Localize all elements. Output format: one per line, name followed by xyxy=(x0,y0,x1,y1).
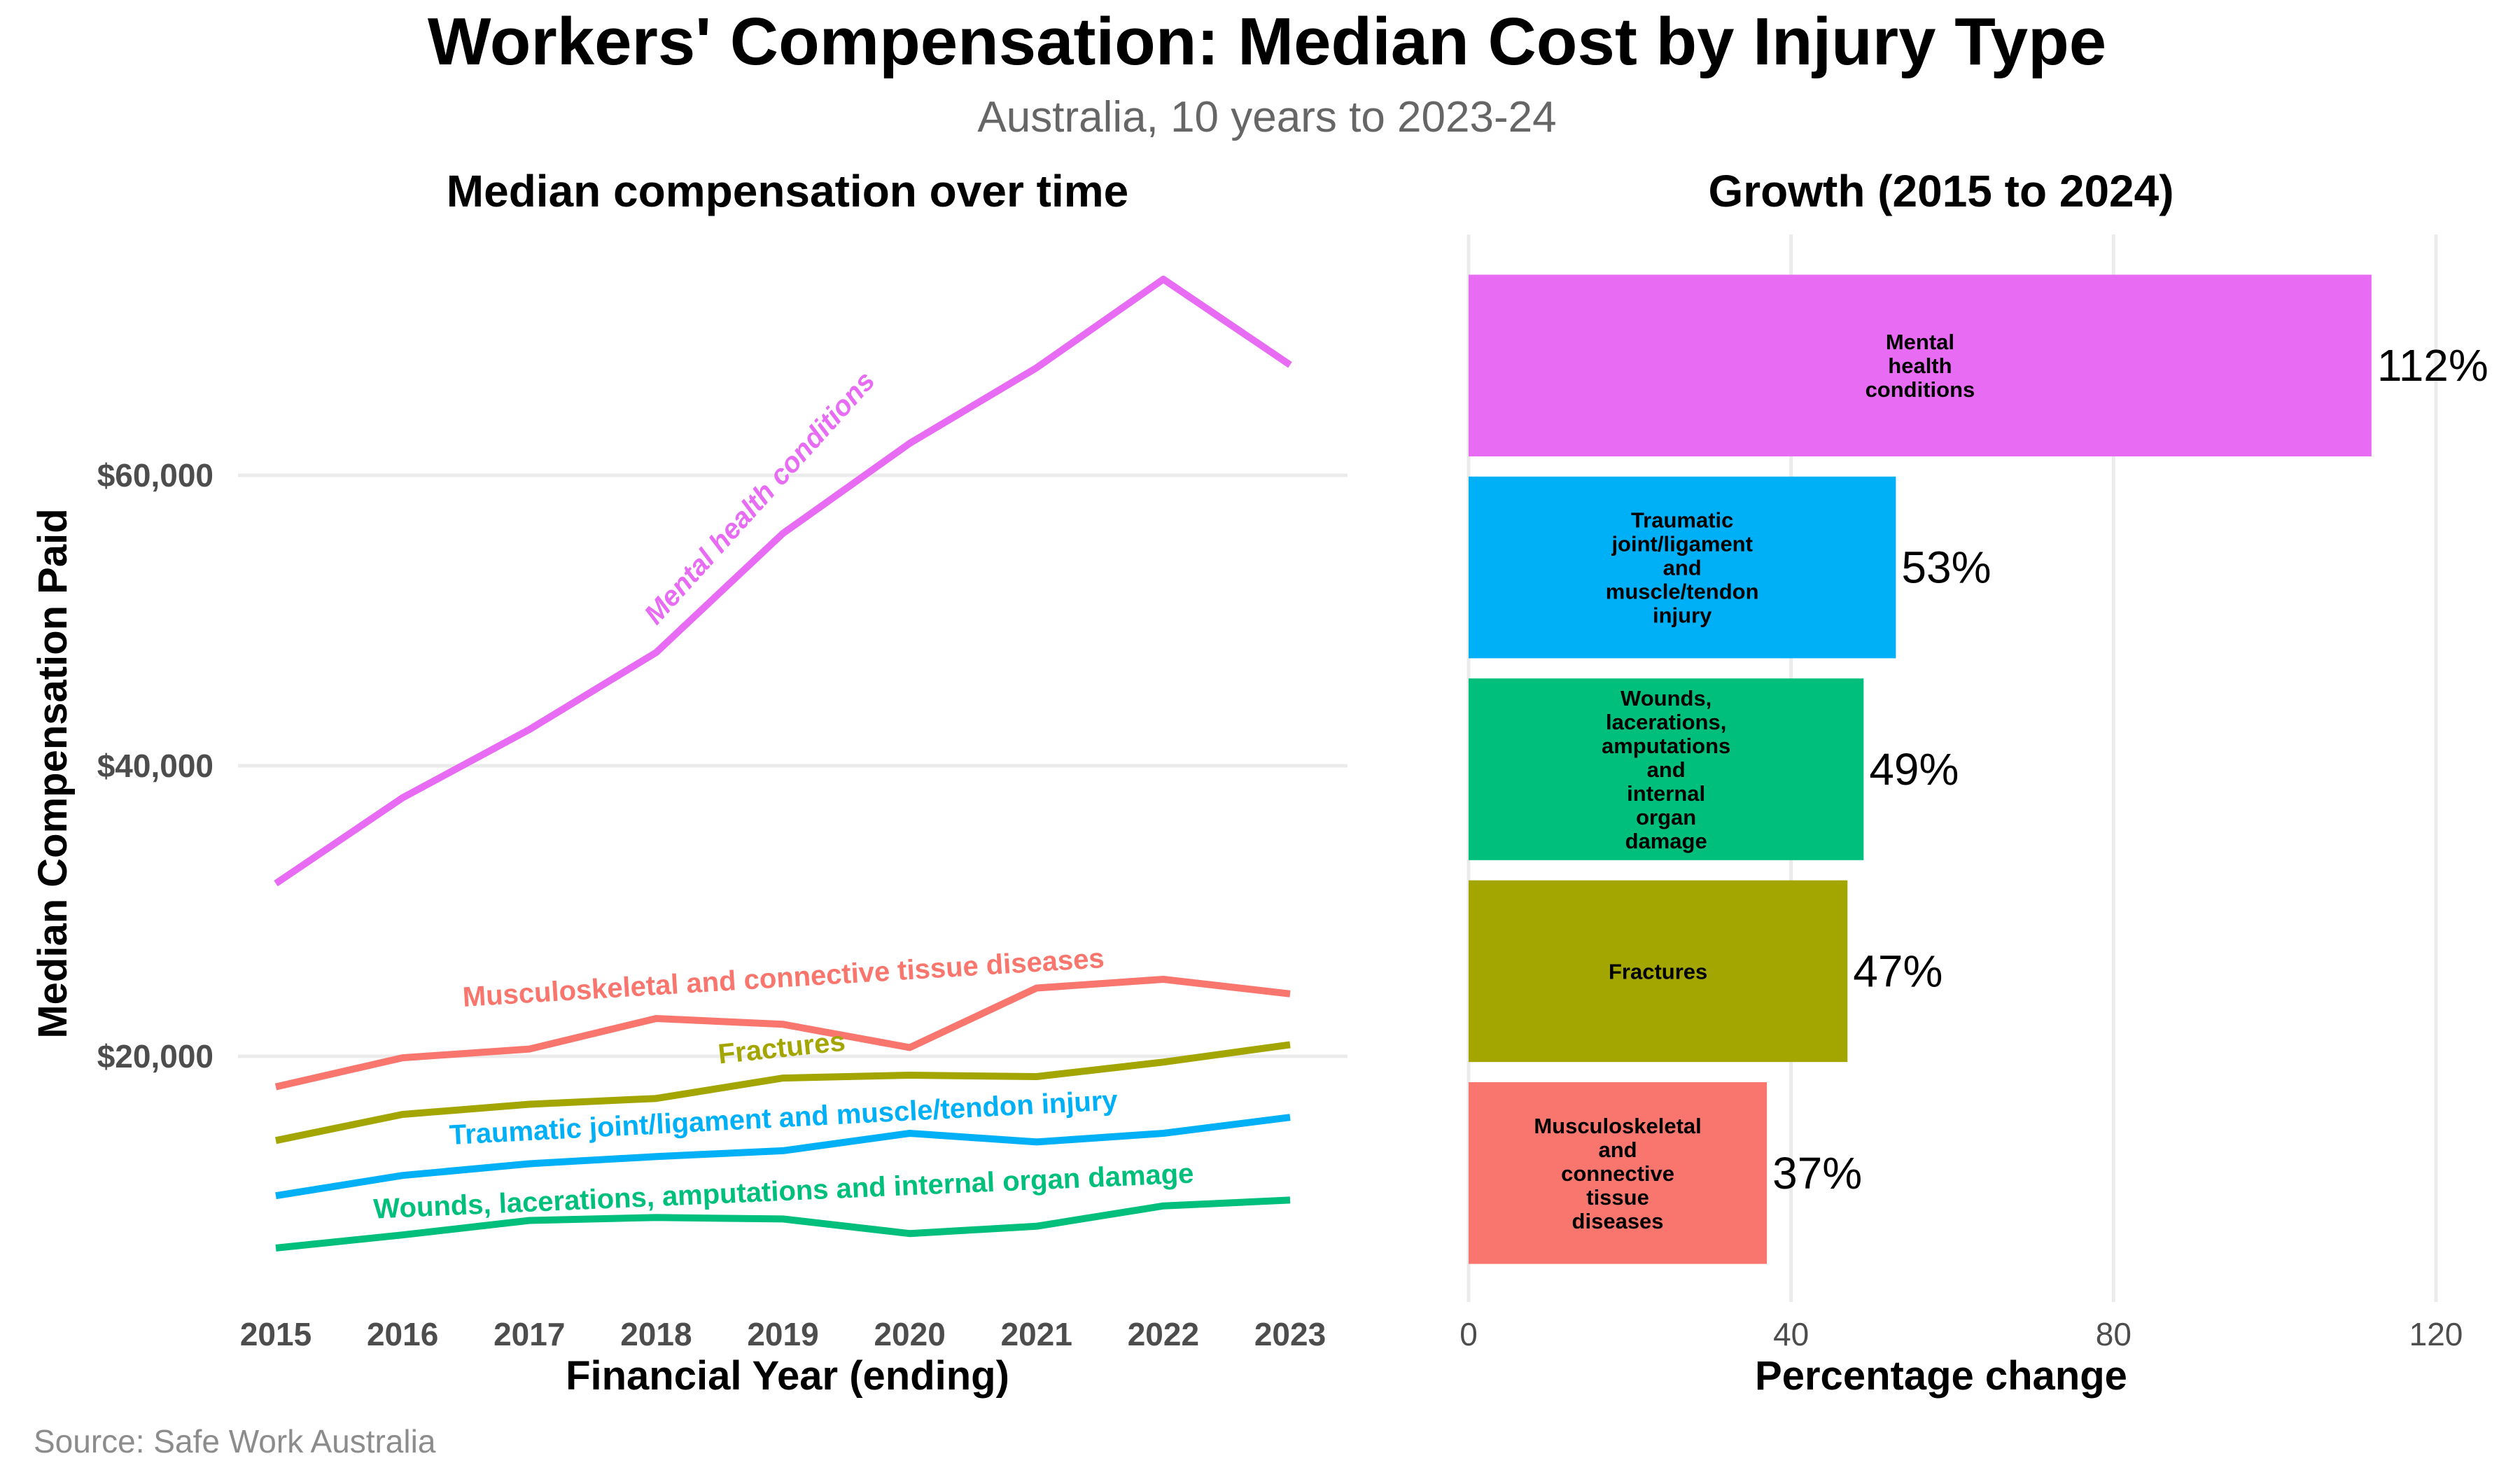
bar-category-label-line: joint/ligament xyxy=(1611,532,1753,556)
bar-x-tick-labels: 0 40 80 120 xyxy=(1460,1316,2463,1352)
series-label: Mental health conditions xyxy=(638,365,881,630)
bar-value-label: 49% xyxy=(1869,744,1959,794)
bar-category-label-line: connective xyxy=(1561,1161,1674,1186)
y-tick-label: $60,000 xyxy=(97,457,214,493)
bar-category-label: Mental health conditions xyxy=(1865,330,1975,402)
chart-subtitle: Australia, 10 years to 2023-24 xyxy=(977,93,1556,141)
x-tick-label: 2021 xyxy=(1001,1316,1072,1352)
line-x-axis-title: Financial Year (ending) xyxy=(566,1353,1009,1399)
series-label: Fractures xyxy=(717,1026,847,1070)
bar-category-label-line: damage xyxy=(1625,829,1707,853)
series-line-mental-health-conditions xyxy=(274,275,1292,887)
x-tick-label: 2016 xyxy=(367,1316,438,1352)
line-series-labels: Mental health conditionsMusculoskeletal … xyxy=(373,365,1195,1224)
bar-value-label: 112% xyxy=(2377,340,2488,391)
bar-category-label-line: muscle/tendon xyxy=(1606,580,1759,604)
bars-group: Mental health conditions 112% Traumatic joint… xyxy=(1469,274,2488,1264)
bar-category-label-line: conditions xyxy=(1865,377,1975,402)
bar-category-label-line: health xyxy=(1888,354,1952,378)
bar-category-label-line: lacerations, xyxy=(1606,710,1726,734)
chart-title: Workers' Compensation: Median Cost by In… xyxy=(428,4,2106,79)
bar-panel-title: Growth (2015 to 2024) xyxy=(1708,166,2174,216)
bar-mental-health-conditions xyxy=(1469,274,2372,456)
bar-category-label-line: internal xyxy=(1627,781,1705,806)
line-series-group xyxy=(274,275,1292,1252)
bar-value-label: 53% xyxy=(1901,542,1991,593)
x-tick-label: 2023 xyxy=(1254,1316,1326,1352)
bar-category-label-line: tissue xyxy=(1586,1185,1649,1210)
source-caption: Source: Safe Work Australia xyxy=(34,1423,436,1460)
bar-category-label-line: Wounds, xyxy=(1620,686,1712,710)
bar-category-label: Wounds, lacerations, amputations and interna… xyxy=(1602,686,1730,853)
x-tick-label: 2022 xyxy=(1128,1316,1199,1352)
bar-category-label-line: organ xyxy=(1636,805,1696,830)
bar-category-label-line: Musculoskeletal xyxy=(1534,1114,1701,1138)
bar-category-label-line: diseases xyxy=(1572,1209,1664,1233)
bar-x-tick-label: 80 xyxy=(2096,1316,2132,1352)
bar-x-tick-label: 120 xyxy=(2409,1316,2463,1352)
bar-category-label: Fractures xyxy=(1609,959,1707,983)
series-line-fractures xyxy=(274,1041,1291,1144)
bar-category-label-line: and xyxy=(1663,556,1702,580)
series-line-wounds-lacerations-amputations-and-internal-organ-damage xyxy=(275,1196,1291,1252)
y-tick-label: $20,000 xyxy=(97,1038,214,1074)
bar-value-label: 47% xyxy=(1853,946,1942,996)
bar-category-label-line: Traumatic xyxy=(1631,508,1733,533)
bar-x-tick-label: 0 xyxy=(1460,1316,1478,1352)
y-tick-label: $40,000 xyxy=(97,748,214,784)
bar-category-label-line: Fractures xyxy=(1609,959,1707,983)
bar-x-tick-label: 40 xyxy=(1773,1316,1809,1352)
x-tick-label: 2019 xyxy=(747,1316,818,1352)
line-panel-title: Median compensation over time xyxy=(447,166,1128,216)
series-line-traumatic-joint-ligament-and-muscle-tendon-injury xyxy=(275,1114,1291,1200)
series-line-musculoskeletal-and-connective-tissue-diseases xyxy=(274,976,1291,1091)
line-y-tick-labels: $20,000 $40,000 $60,000 xyxy=(97,457,214,1074)
bar-category-label-line: amputations xyxy=(1602,734,1730,758)
bar-value-label: 37% xyxy=(1772,1148,1862,1198)
bar-category-label-line: Mental xyxy=(1886,330,1954,354)
bar-category-label: Musculoskeletal and connective tissue diseas… xyxy=(1534,1114,1701,1233)
bar-traumatic-joint-ligament-and-muscle-tendon-injury xyxy=(1469,476,1896,659)
bar-category-label-line: injury xyxy=(1653,603,1712,628)
x-tick-label: 2017 xyxy=(493,1316,565,1352)
bar-fractures xyxy=(1469,880,1848,1063)
x-tick-label: 2020 xyxy=(874,1316,945,1352)
bar-category-label-line: and xyxy=(1598,1138,1637,1162)
bar-musculoskeletal-and-connective-tissue-diseases xyxy=(1469,1082,1768,1264)
x-tick-label: 2015 xyxy=(240,1316,312,1352)
line-y-axis-title: Median Compensation Paid xyxy=(30,508,76,1038)
bar-wounds-lacerations-amputations-and-internal-organ-damage xyxy=(1469,678,1864,860)
bar-category-label-line: and xyxy=(1647,757,1686,782)
bar-category-label: Traumatic joint/ligament and muscle/tendon i… xyxy=(1606,508,1759,628)
bar-x-axis-title: Percentage change xyxy=(1755,1353,2127,1399)
x-tick-label: 2018 xyxy=(620,1316,692,1352)
line-x-tick-labels: 2015 2016 2017 2018 2019 2020 2021 2022 2023 xyxy=(240,1316,1326,1352)
